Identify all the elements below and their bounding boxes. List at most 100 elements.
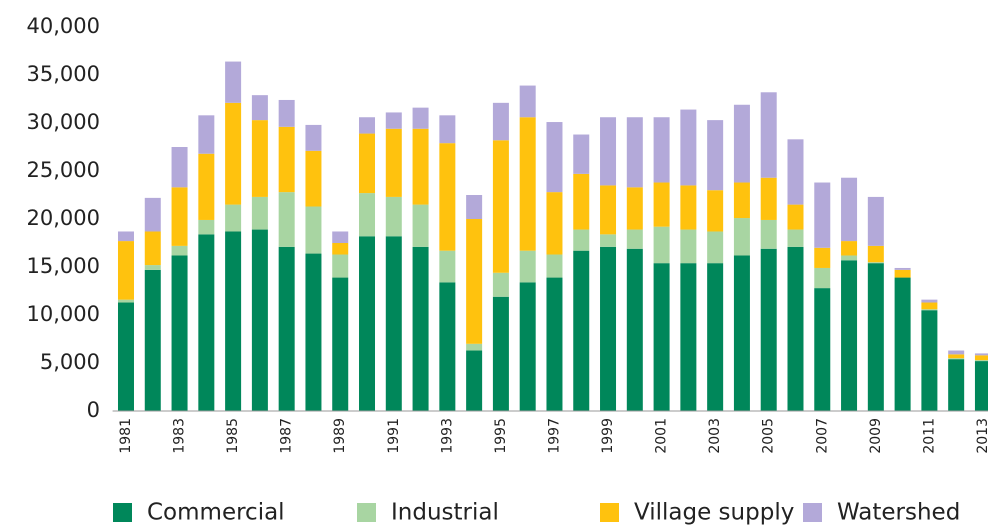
bar-segment bbox=[171, 245, 188, 256]
bar-segment bbox=[733, 104, 750, 183]
bar-segment bbox=[198, 234, 215, 411]
bar-segment bbox=[198, 153, 215, 220]
bar-segment bbox=[144, 231, 161, 266]
bar-segment bbox=[867, 196, 884, 246]
bar-segment bbox=[894, 269, 911, 278]
bar-segment bbox=[841, 260, 858, 411]
bar-segment bbox=[117, 241, 134, 300]
bar-segment bbox=[921, 299, 938, 303]
bar-segment bbox=[332, 231, 349, 243]
bar-segment bbox=[733, 182, 750, 219]
bar-segment bbox=[787, 139, 804, 205]
legend-swatch bbox=[600, 503, 619, 522]
bar-segment bbox=[760, 177, 777, 220]
bar-segment bbox=[867, 263, 884, 411]
bar-segment bbox=[385, 196, 402, 237]
bar-segment bbox=[198, 219, 215, 235]
x-tick-label: 1997 bbox=[546, 418, 562, 454]
bar-segment bbox=[841, 177, 858, 242]
bar-segment bbox=[733, 255, 750, 411]
bar-segment bbox=[546, 254, 563, 278]
bar-segment bbox=[412, 107, 429, 129]
x-tick-label: 1995 bbox=[493, 418, 509, 454]
bar-segment bbox=[412, 128, 429, 205]
y-tick-label: 0 bbox=[87, 398, 100, 422]
bar-segment bbox=[385, 128, 402, 197]
bar-segment bbox=[814, 288, 831, 411]
y-tick-label: 25,000 bbox=[27, 158, 100, 182]
legend-swatch bbox=[113, 503, 132, 522]
bar-segment bbox=[439, 115, 456, 144]
bar-segment bbox=[921, 302, 938, 310]
bar-segment bbox=[707, 231, 724, 264]
bar-segment bbox=[144, 269, 161, 411]
bar-segment bbox=[466, 343, 483, 351]
bar-segment bbox=[707, 120, 724, 191]
bar-segment bbox=[867, 262, 884, 264]
bar-segment bbox=[332, 277, 349, 411]
bar-segment bbox=[626, 187, 643, 230]
bar-segment bbox=[600, 246, 617, 411]
bar-segment bbox=[492, 272, 509, 297]
bar-segment bbox=[600, 185, 617, 235]
legend-swatch bbox=[803, 503, 822, 522]
bar-segment bbox=[492, 296, 509, 411]
bar-segment bbox=[519, 250, 536, 283]
bar-segment bbox=[948, 354, 965, 359]
y-tick-label: 15,000 bbox=[27, 254, 100, 278]
bar-segment bbox=[171, 255, 188, 411]
bar-segment bbox=[573, 250, 590, 411]
bar-segment bbox=[278, 246, 295, 411]
bar-segment bbox=[117, 302, 134, 411]
bar-segment bbox=[251, 95, 268, 121]
bar-segment bbox=[626, 229, 643, 249]
bar-segment bbox=[198, 115, 215, 154]
bar-segment bbox=[760, 248, 777, 411]
x-tick-label: 1991 bbox=[386, 418, 402, 454]
x-tick-label: 1999 bbox=[600, 418, 616, 454]
bar-segment bbox=[439, 282, 456, 411]
bar-segment bbox=[814, 267, 831, 289]
bar-segment bbox=[466, 195, 483, 219]
bar-segment bbox=[251, 229, 268, 411]
bar-segment bbox=[573, 173, 590, 230]
bar-segment bbox=[117, 231, 134, 242]
bar-segment bbox=[359, 193, 376, 237]
bar-segment bbox=[787, 204, 804, 230]
bar-segment bbox=[867, 245, 884, 263]
bar-segment bbox=[305, 150, 322, 207]
bar-segment bbox=[948, 358, 965, 360]
y-tick-label: 5,000 bbox=[40, 350, 100, 374]
bar-segment bbox=[814, 182, 831, 248]
bar-segment bbox=[225, 231, 242, 411]
bar-segment bbox=[841, 255, 858, 261]
bar-segment bbox=[841, 241, 858, 256]
x-tick-label: 2003 bbox=[707, 418, 723, 454]
x-tick-label: 2009 bbox=[868, 418, 884, 454]
bar-segment bbox=[894, 277, 911, 411]
bar-segment bbox=[680, 109, 697, 186]
bar-segment bbox=[385, 236, 402, 411]
x-tick-label: 2005 bbox=[761, 418, 777, 454]
y-tick-label: 35,000 bbox=[27, 62, 100, 86]
bar-segment bbox=[492, 102, 509, 141]
bar-segment bbox=[278, 99, 295, 127]
bar-segment bbox=[653, 263, 670, 411]
bar-segment bbox=[974, 361, 988, 411]
x-tick-label: 1981 bbox=[118, 418, 134, 454]
bar-segment bbox=[626, 117, 643, 188]
bar-segment bbox=[948, 359, 965, 411]
x-tick-label: 2013 bbox=[975, 418, 988, 454]
x-tick-label: 1985 bbox=[225, 418, 241, 454]
bar-segment bbox=[921, 310, 938, 411]
bar-segment bbox=[305, 206, 322, 254]
bar-segment bbox=[573, 134, 590, 174]
legend-label: Watershed bbox=[837, 500, 960, 526]
bar-segment bbox=[680, 263, 697, 411]
bar-segment bbox=[948, 350, 965, 355]
x-tick-label: 2007 bbox=[814, 418, 830, 454]
legend-swatch bbox=[357, 503, 376, 522]
bar-segment bbox=[974, 360, 988, 362]
bar-segment bbox=[492, 140, 509, 273]
